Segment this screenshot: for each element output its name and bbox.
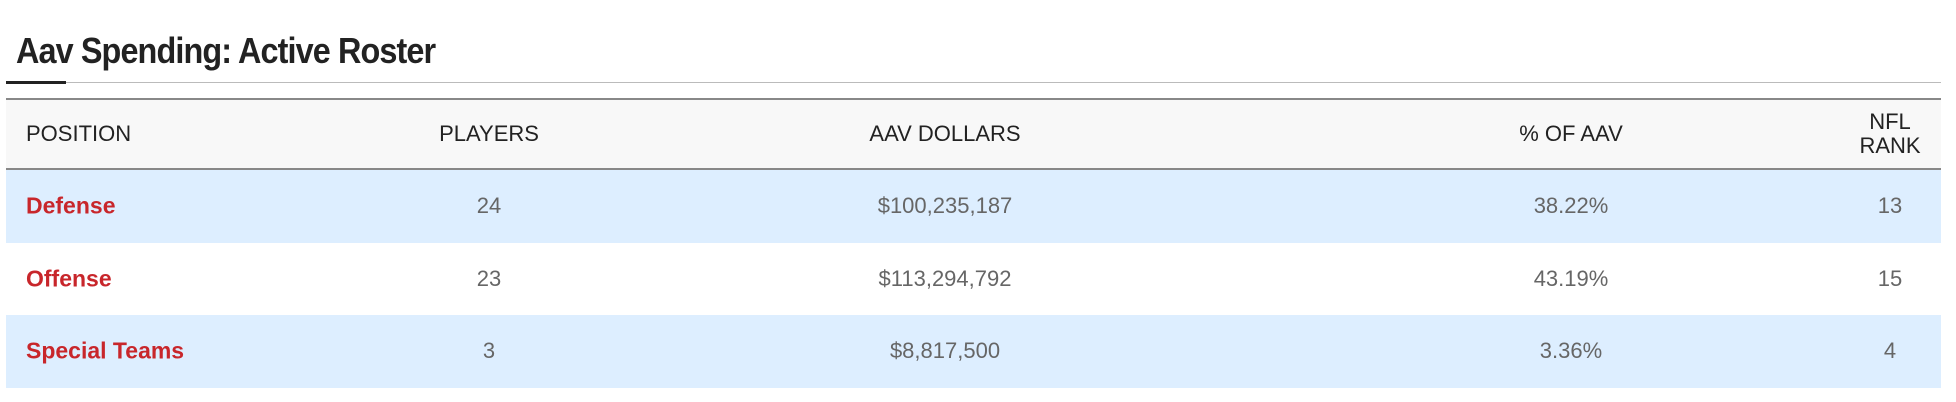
column-header: AAV DOLLARS [869,121,1021,146]
column-header: NFL RANK [1859,109,1921,158]
table-row: Defense 24 $100,235,187 38.22% 13 [6,170,1941,243]
table-cell: $113,294,792 [878,265,1012,291]
table-cell: 23 [476,265,502,291]
title: Aav Spending: Active Roster [16,30,436,71]
table-cell: 43.19% [1533,265,1609,291]
column-header: POSITION [26,121,132,146]
column-header: % OF AAV [1519,121,1623,146]
table-cell: 3.36% [1539,338,1603,364]
table-cell: 3 [482,338,496,364]
table-cell: 13 [1877,193,1903,219]
table-cell: $8,817,500 [889,338,1001,364]
position-name: Defense [26,192,116,219]
divider [6,82,1941,83]
table-cell: 24 [476,193,502,219]
table-cell: 38.22% [1533,193,1609,219]
table-row: Special Teams 3 $8,817,500 3.36% 4 [6,315,1941,388]
position-name: Special Teams [26,337,185,364]
table-cell: $100,235,187 [877,193,1013,219]
table-row: Offense 23 $113,294,792 43.19% 15 [6,243,1941,316]
table-cell: 4 [1883,338,1897,364]
position-name: Offense [26,265,112,292]
table-cell: 15 [1877,265,1903,291]
column-header: PLAYERS [439,121,539,146]
divider-accent [6,81,66,84]
header-row: POSITION PLAYERS AAV DOLLARS % OF AAV NFL RA… [6,98,1941,170]
